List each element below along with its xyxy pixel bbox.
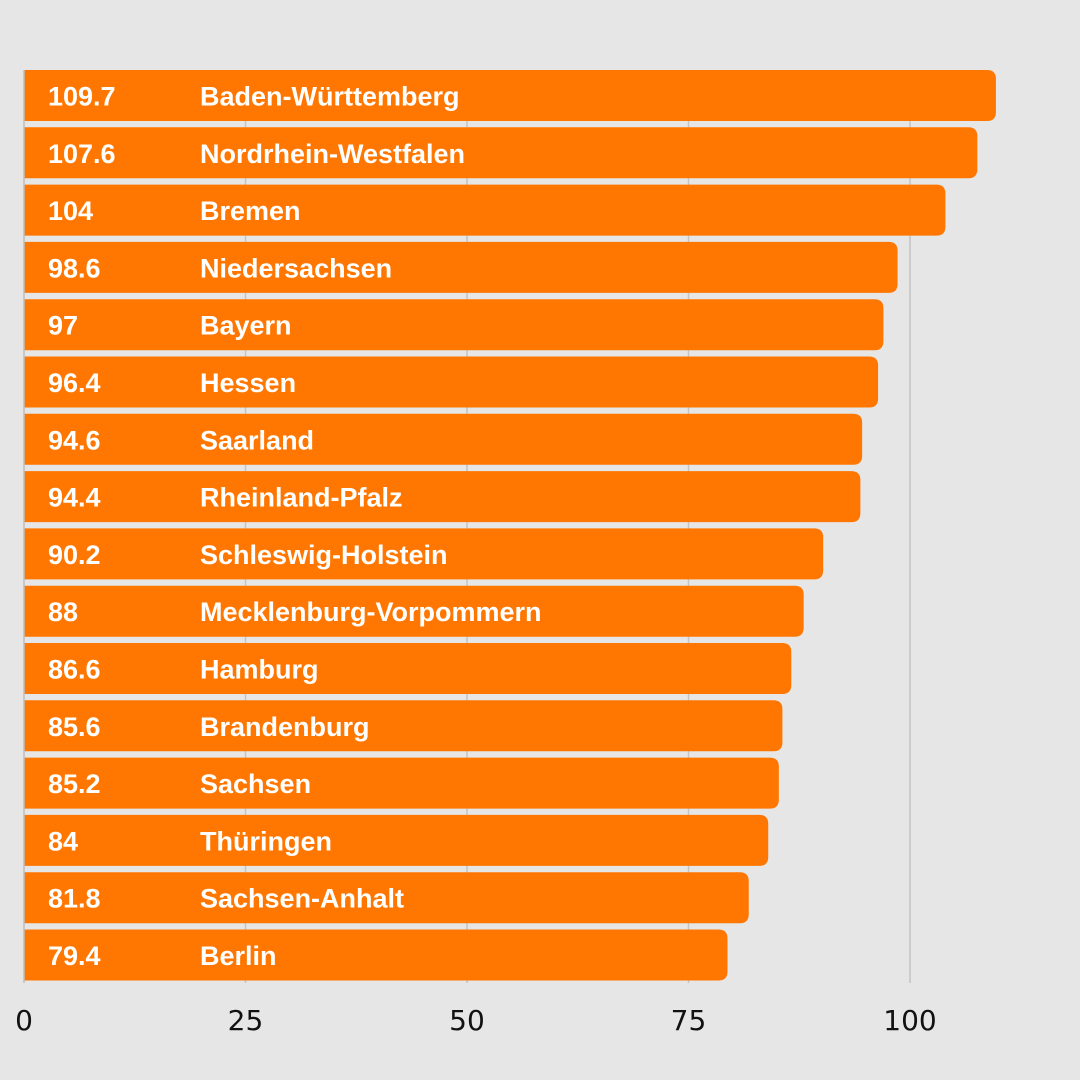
- bar-category-label: Saarland: [200, 425, 314, 455]
- bar: [24, 872, 749, 924]
- bar-row: 85.6 Brandenburg: [24, 700, 783, 752]
- bar-row: 98.6 Niedersachsen: [24, 241, 898, 293]
- bar-value-label: 86.6: [48, 655, 101, 685]
- bar-category-label: Nordrhein-Westfalen: [200, 139, 465, 169]
- bar-category-label: Mecklenburg-Vorpommern: [200, 597, 542, 627]
- bar-category-label: Hamburg: [200, 655, 319, 685]
- bar-value-label: 97: [48, 311, 78, 341]
- bar-row: 79.4 Berlin: [24, 929, 728, 981]
- bar-value-label: 107.6: [48, 139, 116, 169]
- bar-category-label: Bremen: [200, 196, 301, 226]
- bar-value-label: 85.2: [48, 769, 101, 799]
- bar-category-label: Bayern: [200, 311, 292, 341]
- bar-value-label: 79.4: [48, 941, 101, 971]
- bars: 109.7 Baden-Württemberg 107.6 Nordrhein-Wes…: [24, 70, 996, 981]
- bar-row: 86.6 Hamburg: [24, 643, 792, 694]
- bar-category-label: Niedersachsen: [200, 253, 392, 283]
- bar-value-label: 88: [48, 597, 78, 627]
- bar-row: 109.7 Baden-Württemberg: [24, 70, 996, 121]
- bar: [24, 299, 884, 351]
- bar-row: 85.2 Sachsen: [24, 757, 779, 809]
- bar: [24, 356, 879, 408]
- x-tick-label-25: 25: [228, 1004, 264, 1037]
- bar: [24, 471, 861, 523]
- bar: [24, 585, 804, 637]
- bar: [24, 241, 898, 293]
- bar: [24, 700, 783, 752]
- bar: [24, 528, 824, 580]
- bar-row: 81.8 Sachsen-Anhalt: [24, 872, 749, 924]
- bar-row: 94.6 Saarland: [24, 413, 863, 465]
- bar-row: 104 Bremen: [24, 184, 946, 236]
- bar-value-label: 84: [48, 826, 78, 856]
- bar-row: 84 Thüringen: [24, 814, 769, 866]
- bar-value-label: 104: [48, 196, 93, 226]
- bar: [24, 413, 863, 465]
- bar-value-label: 94.6: [48, 425, 101, 455]
- bar-category-label: Brandenburg: [200, 712, 370, 742]
- bar-category-label: Baden-Württemberg: [200, 82, 460, 112]
- x-axis-tick-labels: 0 25 50 75 100: [15, 1004, 937, 1037]
- bar: [24, 70, 996, 121]
- bar-value-label: 94.4: [48, 483, 101, 513]
- bar-row: 88 Mecklenburg-Vorpommern: [24, 585, 804, 637]
- bar-value-label: 90.2: [48, 540, 101, 570]
- bar-row: 107.6 Nordrhein-Westfalen: [24, 127, 978, 179]
- bar: [24, 929, 728, 981]
- bar-value-label: 85.6: [48, 712, 101, 742]
- bar-category-label: Berlin: [200, 941, 277, 971]
- bar: [24, 184, 946, 236]
- bar-category-label: Sachsen-Anhalt: [200, 884, 404, 914]
- x-tick-label-100: 100: [883, 1004, 936, 1037]
- bar-row: 90.2 Schleswig-Holstein: [24, 528, 824, 580]
- bar-category-label: Sachsen: [200, 769, 311, 799]
- bar-category-label: Schleswig-Holstein: [200, 540, 448, 570]
- bar-value-label: 98.6: [48, 253, 101, 283]
- bar: [24, 127, 978, 179]
- bar: [24, 757, 779, 809]
- bar-row: 94.4 Rheinland-Pfalz: [24, 471, 861, 523]
- bar-category-label: Thüringen: [200, 826, 332, 856]
- bar-row: 96.4 Hessen: [24, 356, 879, 408]
- bar-value-label: 96.4: [48, 368, 101, 398]
- x-tick-label-75: 75: [671, 1004, 707, 1037]
- bar-row: 97 Bayern: [24, 299, 884, 351]
- bar-category-label: Rheinland-Pfalz: [200, 483, 403, 513]
- bar: [24, 643, 792, 694]
- x-tick-label-0: 0: [15, 1004, 33, 1037]
- x-tick-label-50: 50: [449, 1004, 485, 1037]
- bar: [24, 814, 769, 866]
- bar-value-label: 81.8: [48, 884, 101, 914]
- bar-category-label: Hessen: [200, 368, 296, 398]
- bar-value-label: 109.7: [48, 82, 116, 112]
